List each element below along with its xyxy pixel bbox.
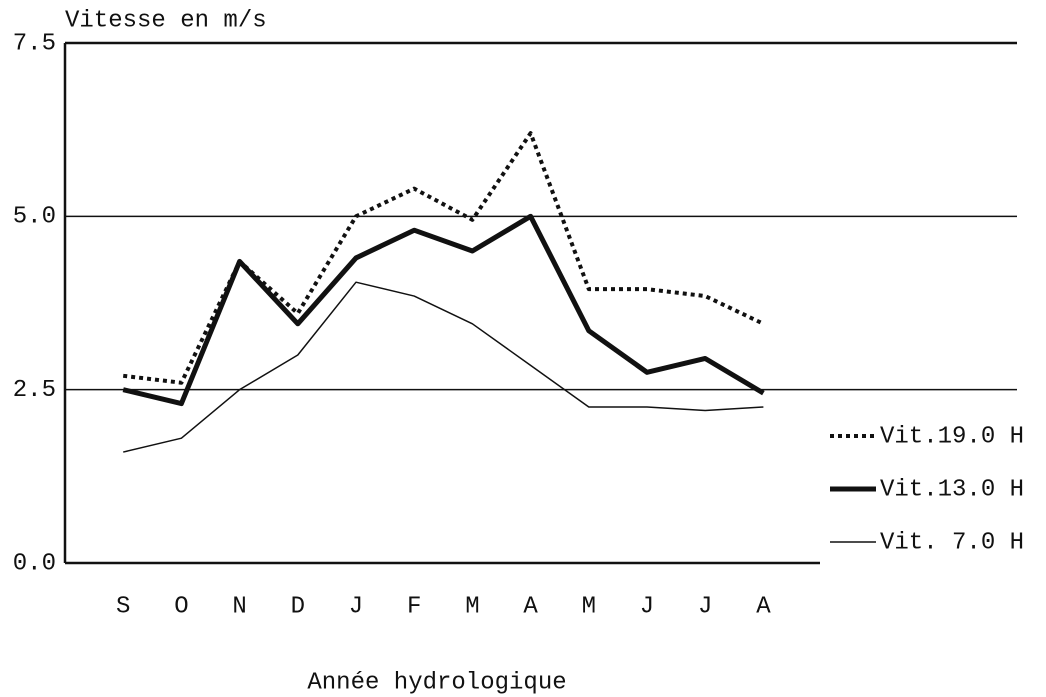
x-tick-label: A <box>523 593 538 620</box>
y-tick-label: 5.0 <box>13 204 56 231</box>
x-tick-label: A <box>756 593 771 620</box>
legend-label: Vit.19.0 H <box>880 423 1024 450</box>
series-line <box>122 131 765 385</box>
x-tick-label: D <box>291 593 305 620</box>
series-line <box>122 213 765 407</box>
x-tick-label: N <box>232 593 246 620</box>
y-tick-label: 0.0 <box>13 550 56 577</box>
x-tick-label: J <box>698 593 712 620</box>
y-tick-label: 7.5 <box>13 30 56 57</box>
x-tick-label: M <box>582 593 596 620</box>
x-tick-label: M <box>465 593 479 620</box>
y-axis-title: Vitesse en m/s <box>65 7 267 34</box>
x-tick-label: J <box>349 593 363 620</box>
series-line <box>123 281 764 453</box>
x-tick-label: S <box>116 593 130 620</box>
x-axis-title: Année hydrologique <box>307 669 566 696</box>
x-tick-label: F <box>407 593 421 620</box>
y-tick-label: 2.5 <box>13 377 56 404</box>
x-tick-label: J <box>640 593 654 620</box>
x-tick-label: O <box>174 593 188 620</box>
legend-label: Vit. 7.0 H <box>880 529 1024 556</box>
legend-label: Vit.13.0 H <box>880 476 1024 503</box>
